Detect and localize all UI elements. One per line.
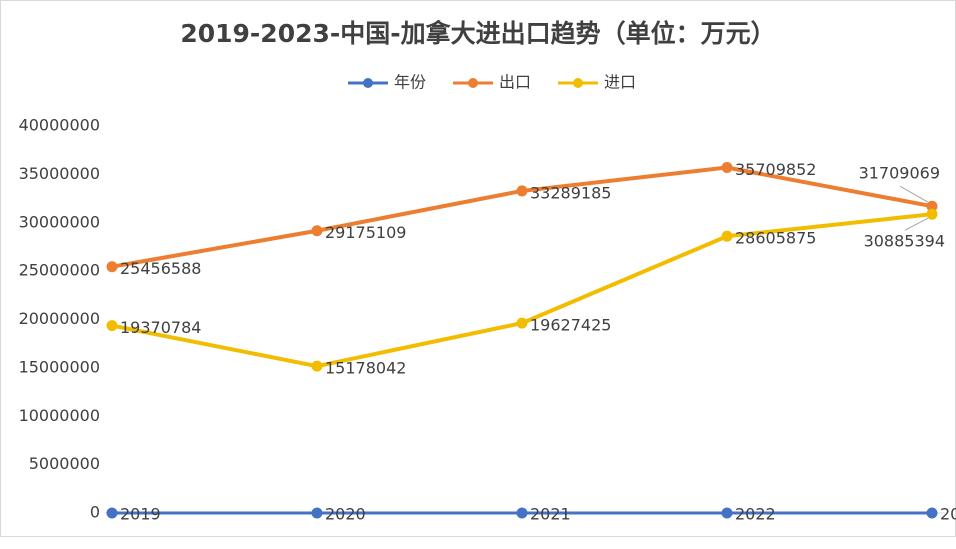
series-marker	[516, 507, 528, 519]
data-label: 33289185	[530, 183, 611, 202]
y-tick-label: 0	[90, 503, 100, 522]
series-marker	[106, 261, 118, 273]
data-label: 2019	[120, 505, 161, 524]
legend-marker	[468, 78, 478, 88]
data-label: 30885394	[864, 232, 945, 251]
y-tick-label: 40000000	[19, 116, 100, 135]
data-label: 25456588	[120, 259, 201, 278]
y-tick-label: 30000000	[19, 212, 100, 231]
legend-label: 出口	[499, 73, 531, 92]
data-label: 2020	[325, 505, 366, 524]
data-label: 19370784	[120, 318, 201, 337]
series-marker	[311, 507, 323, 519]
chart-frame	[0, 0, 956, 537]
series-marker	[516, 185, 528, 197]
series-marker	[311, 225, 323, 237]
series-marker	[311, 360, 323, 372]
series-marker	[106, 507, 118, 519]
legend-marker	[573, 78, 583, 88]
series-marker	[106, 320, 118, 332]
data-label: 28605875	[735, 229, 816, 248]
series-marker	[721, 507, 733, 519]
legend-label: 年份	[394, 73, 426, 92]
data-label: 19627425	[530, 316, 611, 335]
y-tick-label: 10000000	[19, 406, 100, 425]
data-label: 15178042	[325, 359, 406, 378]
chart-title: 2019-2023-中国-加拿大进出口趋势（单位：万元）	[180, 19, 775, 48]
legend-marker	[363, 78, 373, 88]
data-label: 2022	[735, 505, 776, 524]
y-tick-label: 15000000	[19, 357, 100, 376]
y-tick-label: 5000000	[29, 454, 100, 473]
leader-line	[899, 185, 929, 203]
series-marker	[721, 162, 733, 174]
series-marker	[926, 507, 938, 519]
legend-label: 进口	[604, 73, 636, 92]
y-tick-label: 20000000	[19, 309, 100, 328]
data-label: 2023	[940, 505, 956, 524]
data-label: 31709069	[859, 164, 940, 183]
series-marker	[926, 200, 938, 212]
data-label: 2021	[530, 505, 571, 524]
series-marker	[516, 317, 528, 329]
leader-line	[904, 217, 929, 231]
y-tick-label: 35000000	[19, 164, 100, 183]
y-tick-label: 25000000	[19, 261, 100, 280]
series-marker	[721, 230, 733, 242]
data-label: 29175109	[325, 223, 406, 242]
series-marker	[926, 208, 938, 220]
data-label: 35709852	[735, 160, 816, 179]
